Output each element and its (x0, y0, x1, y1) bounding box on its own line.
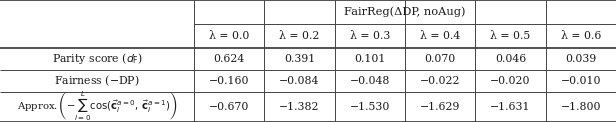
Text: 0.039: 0.039 (565, 54, 596, 64)
Text: −0.020: −0.020 (490, 76, 531, 86)
Text: −0.160: −0.160 (209, 76, 249, 86)
Text: −1.530: −1.530 (350, 102, 390, 112)
Text: −1.629: −1.629 (420, 102, 460, 112)
Text: −0.010: −0.010 (561, 76, 601, 86)
Text: −0.670: −0.670 (209, 102, 249, 112)
Text: −1.800: −1.800 (561, 102, 601, 112)
Text: −0.022: −0.022 (420, 76, 460, 86)
Text: −1.382: −1.382 (279, 102, 320, 112)
Text: Approx. $\!\left(-\sum_{l=0}^{L}\cos(\vec{\mathbf{c}}_l^{a=0},\,\vec{\mathbf{c}}: Approx. $\!\left(-\sum_{l=0}^{L}\cos(\ve… (17, 90, 177, 122)
Text: Parity score ($d_\mathrm{F}$): Parity score ($d_\mathrm{F}$) (52, 51, 142, 66)
Text: 0.070: 0.070 (424, 54, 456, 64)
Text: λ = 0.5: λ = 0.5 (490, 31, 530, 41)
Text: −0.084: −0.084 (279, 76, 320, 86)
Text: −1.631: −1.631 (490, 102, 531, 112)
Text: 0.101: 0.101 (354, 54, 386, 64)
Text: 0.624: 0.624 (214, 54, 245, 64)
Text: −0.048: −0.048 (350, 76, 390, 86)
Text: λ = 0.0: λ = 0.0 (209, 31, 249, 41)
Text: λ = 0.3: λ = 0.3 (350, 31, 390, 41)
Text: λ = 0.4: λ = 0.4 (420, 31, 460, 41)
Text: 0.391: 0.391 (284, 54, 315, 64)
Text: FairReg(ΔDP, noAug): FairReg(ΔDP, noAug) (344, 7, 466, 17)
Text: λ = 0.6: λ = 0.6 (561, 31, 601, 41)
Text: 0.046: 0.046 (495, 54, 526, 64)
Text: λ = 0.2: λ = 0.2 (279, 31, 320, 41)
Text: Fairness ($-$DP): Fairness ($-$DP) (54, 74, 140, 88)
